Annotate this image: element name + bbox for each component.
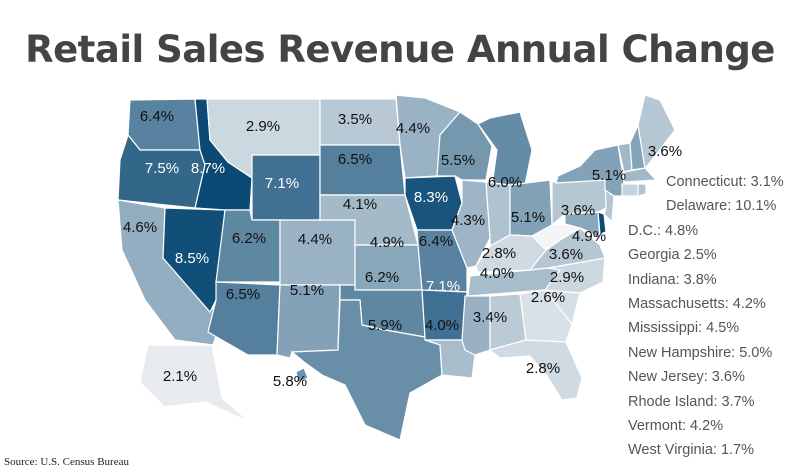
state-value-label: 3.6% [549, 246, 583, 263]
state-fl [488, 339, 583, 401]
state-value-label: 5.5% [441, 152, 475, 169]
state-value-label: 5.1% [290, 282, 324, 299]
state-value-label: 2.1% [163, 368, 197, 385]
state-value-label: 5.9% [368, 317, 402, 334]
state-value-label: 6.4% [140, 108, 174, 125]
state-value-label: 4.3% [451, 212, 485, 229]
state-value-label: 6.4% [419, 233, 453, 250]
state-ga [519, 289, 573, 343]
state-de [597, 211, 607, 235]
state-value-label: 5.1% [592, 167, 626, 184]
state-hi [295, 367, 309, 383]
state-value-label: 4.4% [298, 231, 332, 248]
source-note: Source: U.S. Census Bureau [4, 456, 129, 468]
state-callout-list: Connecticut: 3.1% Delaware: 10.1% D.C.: … [628, 170, 784, 463]
state-value-label: 5.8% [273, 373, 307, 390]
state-ak [139, 344, 251, 423]
state-value-label: 3.5% [338, 111, 372, 128]
callout-item: New Hampshire: 5.0% [628, 344, 773, 361]
callout-item: Connecticut: 3.1% [666, 174, 784, 190]
callout-item: Mississippi: 4.5% [628, 320, 740, 337]
state-wi [436, 111, 493, 181]
callout-item: New Jersey: 3.6% [628, 369, 745, 386]
callout-item: Rhode Island: 3.7% [628, 393, 755, 410]
state-value-label: 7.5% [145, 160, 179, 177]
state-value-label: 7.1% [426, 278, 460, 295]
state-value-label: 4.1% [343, 196, 377, 213]
state-value-label: 2.9% [550, 269, 584, 286]
callout-item: Delaware: 10.1% [666, 198, 777, 215]
state-value-label: 8.3% [414, 189, 448, 206]
state-value-label: 6.5% [338, 151, 372, 168]
state-value-label: 3.6% [561, 202, 595, 219]
state-value-label: 2.6% [531, 289, 565, 306]
callout-item: Vermont: 4.2% [628, 417, 724, 434]
state-co [279, 219, 356, 286]
state-tx [290, 299, 443, 441]
state-value-label: 2.9% [246, 118, 280, 135]
state-value-label: 2.8% [526, 360, 560, 377]
state-ma [623, 167, 658, 183]
state-value-label: 4.9% [370, 234, 404, 251]
state-value-label: 8.5% [175, 250, 209, 267]
chart-title: Retail Sales Revenue Annual Change [25, 28, 775, 71]
state-value-label: 3.6% [648, 143, 682, 160]
state-value-label: 4.0% [480, 265, 514, 282]
state-ri [637, 183, 647, 197]
state-value-label: 4.0% [425, 317, 459, 334]
state-value-label: 8.7% [191, 160, 225, 177]
state-value-label: 6.2% [232, 230, 266, 247]
callout-item: West Virginia: 1.7% [628, 442, 754, 459]
state-value-label: 7.1% [265, 175, 299, 192]
callout-item: Indiana: 3.8% [628, 271, 717, 288]
state-value-label: 6.0% [488, 174, 522, 191]
state-value-label: 4.9% [572, 228, 606, 245]
state-value-label: 5.1% [511, 209, 545, 226]
callout-item: Massachusetts: 4.2% [628, 295, 766, 312]
state-value-label: 6.2% [365, 269, 399, 286]
state-value-label: 3.4% [473, 309, 507, 326]
state-value-label: 6.5% [226, 286, 260, 303]
state-value-label: 2.8% [482, 245, 516, 262]
state-value-label: 4.4% [396, 120, 430, 137]
callout-item: D.C.: 4.8% [628, 222, 699, 239]
state-value-label: 4.6% [123, 219, 157, 236]
callout-item: Georgia 2.5% [628, 247, 717, 264]
